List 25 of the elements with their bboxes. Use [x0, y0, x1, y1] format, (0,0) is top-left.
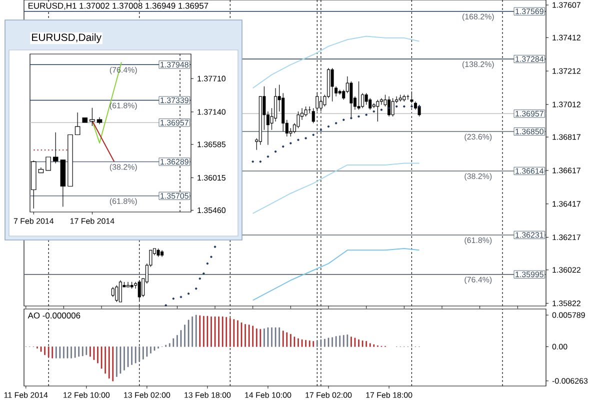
candlestick: [115, 284, 118, 302]
candlestick: [357, 81, 360, 110]
candlestick: [391, 98, 394, 117]
chart-title: EURUSD,Daily: [32, 33, 102, 44]
candlestick: [118, 280, 122, 302]
candlestick: [52, 132, 58, 164]
candlestick: [46, 156, 51, 171]
candlestick: [380, 98, 383, 106]
candlestick: [304, 106, 308, 117]
line-series: [252, 36, 420, 89]
candlestick: [376, 99, 380, 122]
candlestick: [350, 81, 353, 118]
candlestick: [368, 98, 372, 110]
candlestick: [126, 282, 130, 288]
chart-title: EURUSD,H1 1.37002 1.37008 1.36949 1.36957: [28, 2, 208, 10]
candlestick: [364, 92, 368, 106]
candlestick: [312, 108, 315, 124]
chart-title: AO -0.000006: [28, 312, 80, 318]
candlestick: [274, 88, 278, 122]
candlestick: [334, 86, 338, 97]
candlestick: [111, 286, 114, 298]
candlestick: [90, 108, 95, 126]
candlestick: [361, 92, 364, 108]
candlestick: [330, 68, 334, 102]
candlestick: [74, 112, 80, 136]
